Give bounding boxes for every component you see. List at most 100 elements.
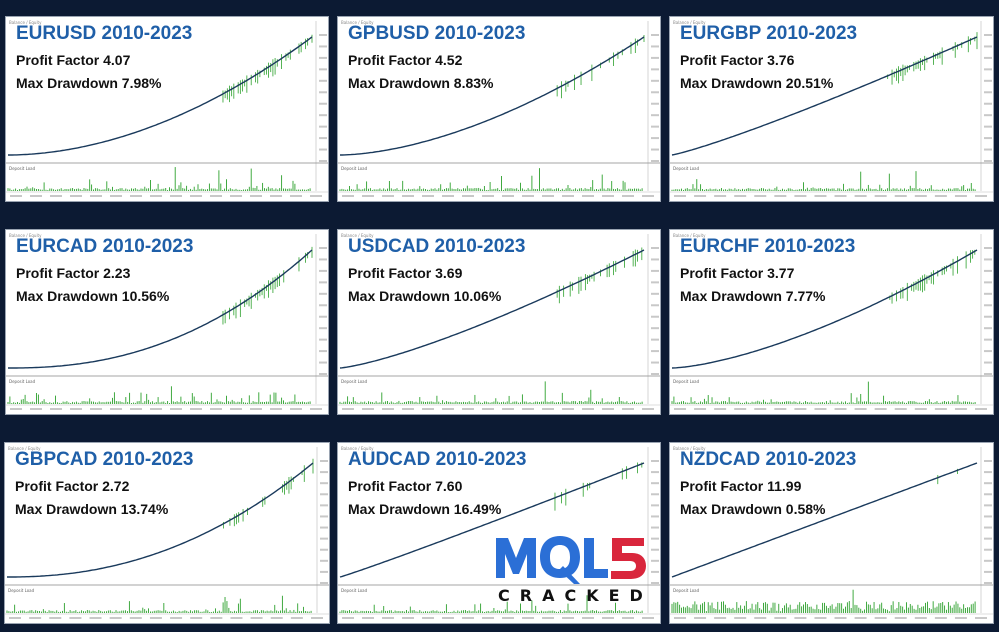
balance-curve	[8, 36, 313, 156]
y-tick-label	[984, 327, 992, 330]
y-tick-label	[651, 515, 659, 518]
x-tick-label	[874, 617, 887, 619]
y-tick-label	[984, 269, 992, 272]
y-tick-label	[984, 493, 992, 496]
y-tick-label	[320, 515, 328, 518]
x-tick-label	[854, 617, 867, 619]
x-tick-label	[402, 408, 414, 410]
chart-panel-gpbusd: Balance / Equity Deposit Load GPBUSD 2010…	[337, 16, 661, 202]
y-tick-label	[651, 471, 659, 474]
x-tick-label	[794, 195, 807, 197]
y-tick-label	[319, 258, 327, 261]
y-tick-label	[319, 350, 327, 353]
y-tick-label	[984, 45, 992, 48]
x-tick-label	[342, 195, 354, 197]
equity-chart-eurcad: Balance / Equity Deposit Load	[6, 233, 328, 410]
y-tick-label	[319, 137, 327, 140]
x-tick-label	[210, 195, 222, 197]
x-tick-label	[190, 408, 202, 410]
y-tick-label	[651, 373, 659, 375]
equity-chart-usdcad: Balance / Equity Deposit Load	[338, 233, 660, 410]
x-tick-label	[522, 195, 534, 197]
x-tick-label	[149, 617, 162, 619]
x-tick-label	[502, 617, 514, 619]
balance-curve	[339, 249, 645, 369]
x-tick-label	[50, 408, 62, 410]
x-tick-label	[482, 617, 494, 619]
x-tick-label	[674, 408, 686, 410]
y-tick-label	[984, 160, 992, 162]
max-drawdown: Max Drawdown 8.83%	[348, 75, 494, 91]
x-tick-label	[130, 408, 142, 410]
y-tick-label	[320, 493, 328, 496]
x-tick-label	[522, 408, 534, 410]
x-tick-label	[542, 617, 554, 619]
x-tick-label	[422, 408, 434, 410]
chart-legend-tiny: Balance / Equity	[673, 446, 706, 451]
chart-panel-eurgbp: Balance / Equity Deposit Load EURGBP 2010…	[669, 16, 994, 202]
x-tick-label	[402, 195, 414, 197]
x-tick-label	[170, 408, 182, 410]
x-tick-label	[230, 617, 243, 619]
chart-title: EURGBP 2010-2023	[680, 23, 858, 44]
mql5-logo	[496, 536, 646, 584]
x-tick-label	[602, 617, 614, 619]
y-tick-label	[651, 361, 659, 364]
y-tick-label	[984, 361, 992, 364]
x-tick-label	[30, 408, 42, 410]
y-tick-label	[984, 125, 992, 128]
chart-title: USDCAD 2010-2023	[348, 236, 526, 257]
y-tick-label	[651, 548, 659, 551]
x-tick-label	[10, 195, 22, 197]
balance-curve	[671, 462, 978, 578]
x-tick-label	[382, 408, 394, 410]
x-tick-label	[110, 195, 122, 197]
chart-legend-tiny: Balance / Equity	[673, 233, 706, 238]
chart-panel-gbpcad: Balance / Equity Deposit Load GBPCAD 2010…	[4, 442, 330, 624]
equity-chart-audcad: Balance / Equity Deposit Load	[338, 446, 660, 619]
chart-title: EURCAD 2010-2023	[16, 236, 194, 257]
y-tick-label	[320, 582, 328, 584]
x-tick-label	[874, 408, 887, 410]
y-tick-label	[319, 125, 327, 128]
mql5-cracked-watermark: CRACKED	[490, 528, 650, 608]
y-tick-label	[984, 350, 992, 353]
watermark-caption: CRACKED	[498, 586, 653, 605]
profit-factor: Profit Factor 3.77	[680, 265, 795, 281]
y-tick-label	[319, 292, 327, 295]
y-tick-label	[651, 350, 659, 353]
x-tick-label	[190, 617, 203, 619]
deposit-load-label: Deposit Load	[673, 588, 700, 593]
x-tick-label	[674, 617, 686, 619]
x-tick-label	[794, 617, 807, 619]
x-tick-label	[562, 617, 574, 619]
y-tick-label	[984, 315, 992, 318]
x-tick-label	[310, 195, 322, 197]
y-tick-label	[651, 460, 659, 462]
y-tick-label	[984, 460, 992, 462]
y-tick-label	[320, 471, 328, 474]
y-tick-label	[651, 582, 659, 584]
x-tick-label	[129, 617, 142, 619]
x-tick-label	[362, 408, 374, 410]
equity-chart-nzdcad: Balance / Equity Deposit Load	[670, 446, 993, 619]
x-tick-label	[714, 408, 727, 410]
x-tick-label	[442, 195, 454, 197]
max-drawdown: Max Drawdown 7.77%	[680, 288, 826, 304]
x-tick-label	[934, 195, 947, 197]
x-tick-label	[250, 617, 263, 619]
profit-factor: Profit Factor 2.72	[15, 478, 130, 494]
chart-panel-eurchf: Balance / Equity Deposit Load EURCHF 2010…	[669, 229, 994, 415]
y-tick-label	[984, 570, 992, 573]
deposit-load-label: Deposit Load	[341, 379, 368, 384]
x-tick-label	[602, 408, 614, 410]
x-tick-label	[130, 195, 142, 197]
x-tick-label	[834, 408, 847, 410]
x-tick-label	[10, 408, 22, 410]
x-tick-label	[954, 408, 967, 410]
y-tick-label	[319, 315, 327, 318]
profit-factor: Profit Factor 11.99	[680, 478, 802, 494]
x-tick-label	[250, 408, 262, 410]
x-tick-label	[975, 617, 987, 619]
x-tick-label	[342, 617, 354, 619]
